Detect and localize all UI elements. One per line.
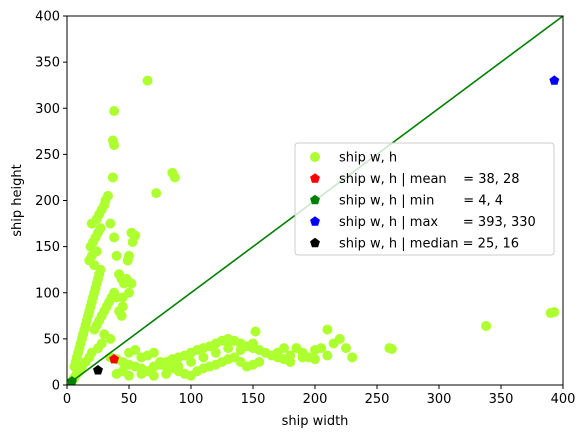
x-tick-label: 150 (241, 392, 266, 407)
data-point (127, 237, 138, 248)
y-tick-label: 50 (43, 332, 60, 347)
data-point (198, 352, 209, 363)
data-point (105, 218, 116, 229)
y-tick-label: 400 (35, 10, 60, 25)
summary-marker (109, 353, 120, 364)
data-point (210, 347, 221, 358)
data-point (107, 172, 118, 183)
data-point (102, 190, 113, 201)
x-tick-label: 300 (427, 392, 452, 407)
data-point (151, 188, 162, 199)
data-point (481, 320, 492, 331)
data-point (148, 370, 159, 381)
data-point (173, 361, 184, 372)
data-point (254, 356, 265, 367)
legend-marker (310, 152, 320, 162)
y-tick-label: 350 (35, 56, 60, 71)
data-point (111, 368, 122, 379)
data-point (297, 352, 308, 363)
data-point (341, 343, 351, 354)
y-axis-label: ship height (10, 164, 25, 236)
data-point (109, 140, 120, 151)
data-point (111, 292, 122, 303)
x-tick-label: 100 (179, 392, 204, 407)
data-point (124, 370, 134, 381)
data-point (109, 106, 120, 117)
data-point (322, 350, 333, 361)
data-point (322, 324, 333, 335)
legend-label: ship w, h | max = 393, 330 (339, 215, 536, 230)
y-tick-label: 200 (35, 194, 60, 209)
data-point (74, 366, 85, 377)
data-point (169, 172, 180, 183)
x-tick-label: 400 (551, 392, 576, 407)
legend-marker (310, 173, 320, 183)
x-axis-label: ship width (282, 414, 349, 429)
x-tick-label: 50 (121, 392, 138, 407)
summary-marker (67, 376, 77, 386)
data-point (89, 324, 100, 335)
data-point (285, 350, 296, 361)
y-tick-label: 300 (35, 102, 60, 117)
data-point (95, 223, 106, 234)
summary-markers (67, 75, 560, 386)
y-axis-ticks: 0 50 100 150 200 250 300 350 400 (35, 10, 67, 394)
data-point (126, 278, 137, 289)
y-tick-label: 100 (35, 286, 60, 301)
data-point (119, 278, 130, 289)
legend-label: ship w, h | min = 4, 4 (339, 194, 503, 209)
legend-label: ship w, h | median = 25, 16 (339, 237, 519, 252)
data-point (109, 232, 120, 243)
data-point (248, 338, 258, 349)
data-point (235, 344, 246, 355)
data-point (279, 343, 289, 354)
data-point (136, 368, 147, 379)
data-point (186, 356, 196, 367)
data-point (316, 343, 327, 354)
summary-marker (549, 75, 560, 85)
data-point (223, 343, 234, 354)
data-point (111, 250, 122, 261)
legend-marker (310, 237, 320, 248)
legend-label: ship w, h (339, 151, 397, 166)
legend-label: ship w, h | mean = 38, 28 (339, 172, 520, 187)
legend-marker (310, 216, 320, 226)
legend: ship w, h ship w, h | mean = 38, 28 ship w… (294, 142, 555, 256)
x-axis-ticks: 0 50 100 150 200 250 300 350 400 (63, 385, 576, 407)
data-point (105, 333, 116, 344)
data-point (310, 354, 320, 365)
data-point (122, 255, 133, 266)
data-point (386, 344, 397, 355)
legend-marker (310, 194, 320, 205)
legend-box (294, 142, 555, 256)
data-point (116, 310, 127, 321)
data-point (334, 333, 345, 344)
y-tick-label: 150 (35, 240, 60, 255)
x-tick-label: 250 (365, 392, 390, 407)
data-point (347, 352, 358, 363)
y-tick-label: 0 (52, 379, 60, 394)
data-point (142, 75, 153, 86)
y-tick-label: 250 (35, 148, 60, 163)
summary-marker (93, 365, 103, 375)
data-point (130, 344, 141, 355)
data-point (549, 307, 560, 318)
data-point (148, 347, 159, 358)
x-tick-label: 350 (489, 392, 514, 407)
x-tick-label: 200 (303, 392, 328, 407)
data-point (250, 326, 261, 337)
x-tick-label: 0 (63, 392, 71, 407)
data-point (161, 368, 172, 379)
